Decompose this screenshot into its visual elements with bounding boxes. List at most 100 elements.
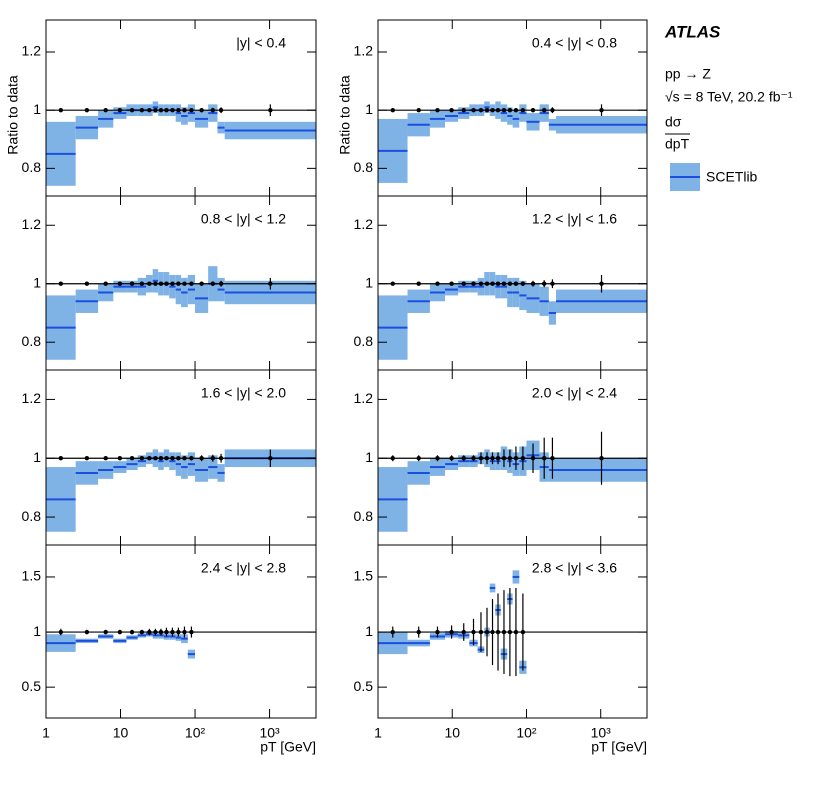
data-point — [449, 629, 454, 635]
panel-title: 1.2 < |y| < 1.6 — [532, 211, 617, 227]
panel-title: |y| < 0.4 — [236, 35, 286, 51]
data-point — [507, 456, 513, 461]
data-point — [170, 107, 175, 113]
data-point — [170, 281, 175, 286]
data-point — [182, 629, 187, 635]
y-axis-label: Ratio to data — [337, 75, 353, 155]
data-point — [471, 456, 476, 461]
data-point — [158, 107, 164, 113]
data-point — [530, 107, 536, 113]
data-point — [103, 456, 108, 461]
y-tick-label: 1.5 — [354, 568, 374, 584]
data-point — [153, 281, 158, 286]
data-point — [218, 281, 224, 286]
data-point — [84, 107, 90, 113]
data-point — [164, 281, 169, 286]
data-point — [478, 281, 484, 286]
data-point — [520, 456, 526, 461]
data-point — [461, 456, 466, 461]
data-point — [449, 107, 454, 113]
data-point — [153, 107, 158, 113]
data-point — [129, 456, 135, 461]
data-point — [478, 456, 484, 461]
data-point — [153, 456, 158, 461]
panel-title: 1.6 < |y| < 2.0 — [201, 385, 286, 401]
data-point — [268, 107, 273, 113]
data-point — [435, 281, 440, 286]
data-point — [435, 456, 440, 461]
data-point — [507, 629, 513, 635]
data-point — [530, 456, 536, 461]
data-point — [117, 456, 123, 461]
data-point — [199, 107, 204, 113]
data-point — [490, 456, 495, 461]
data-point — [199, 456, 204, 461]
data-point — [490, 107, 495, 113]
data-point — [182, 456, 187, 461]
data-point — [189, 107, 194, 113]
data-point — [189, 629, 194, 635]
data-point — [58, 107, 64, 113]
data-point — [390, 456, 395, 461]
panel-title: 2.8 < |y| < 3.6 — [532, 560, 617, 576]
y-tick-label: 1.2 — [22, 390, 42, 406]
data-point — [416, 629, 421, 635]
panel-frame — [45, 544, 317, 719]
data-point — [501, 107, 507, 113]
data-point — [484, 107, 490, 113]
data-point — [416, 107, 421, 113]
data-point — [599, 456, 604, 461]
data-point — [164, 456, 169, 461]
y-tick-label: 0.8 — [22, 333, 42, 349]
y-tick-label: 0.8 — [354, 159, 374, 175]
y-axis-label: Ratio to data — [5, 75, 21, 155]
data-point — [199, 281, 204, 286]
y-tick-label: 1 — [33, 101, 41, 117]
y-tick-label: 0.8 — [354, 333, 374, 349]
data-point — [176, 107, 181, 113]
data-point — [210, 107, 216, 113]
data-point — [513, 456, 519, 461]
y-tick-label: 1 — [33, 623, 41, 639]
x-tick-label: 10² — [185, 725, 206, 741]
panel-title: 2.0 < |y| < 2.4 — [532, 385, 617, 401]
data-point — [158, 456, 164, 461]
data-point — [84, 281, 90, 286]
y-tick-label: 1.2 — [354, 43, 374, 59]
data-point — [117, 281, 123, 286]
data-point — [84, 629, 90, 635]
panel-title: 2.4 < |y| < 2.8 — [201, 560, 286, 576]
data-point — [147, 281, 152, 286]
data-point — [170, 456, 175, 461]
observable-numerator: dσ — [665, 114, 682, 130]
data-point — [189, 456, 194, 461]
data-point — [103, 629, 108, 635]
data-point — [484, 629, 490, 635]
data-point — [449, 281, 454, 286]
data-point — [484, 456, 490, 461]
data-point — [461, 281, 466, 286]
data-point — [495, 281, 501, 286]
data-point — [139, 629, 145, 635]
data-point — [176, 281, 181, 286]
x-tick-label: 10³ — [591, 725, 612, 741]
data-point — [176, 456, 181, 461]
data-point — [520, 281, 526, 286]
data-point — [139, 281, 145, 286]
data-point — [147, 629, 152, 635]
data-point — [416, 456, 421, 461]
y-tick-label: 1 — [365, 101, 373, 117]
data-point — [218, 456, 224, 461]
data-point — [513, 107, 519, 113]
y-tick-label: 1.2 — [22, 216, 42, 232]
data-point — [170, 629, 175, 635]
data-point — [147, 456, 152, 461]
data-point — [176, 629, 181, 635]
data-point — [507, 107, 513, 113]
y-tick-label: 1 — [33, 449, 41, 465]
data-point — [478, 629, 484, 635]
data-point — [461, 629, 466, 635]
data-point — [490, 629, 495, 635]
data-point — [164, 107, 169, 113]
